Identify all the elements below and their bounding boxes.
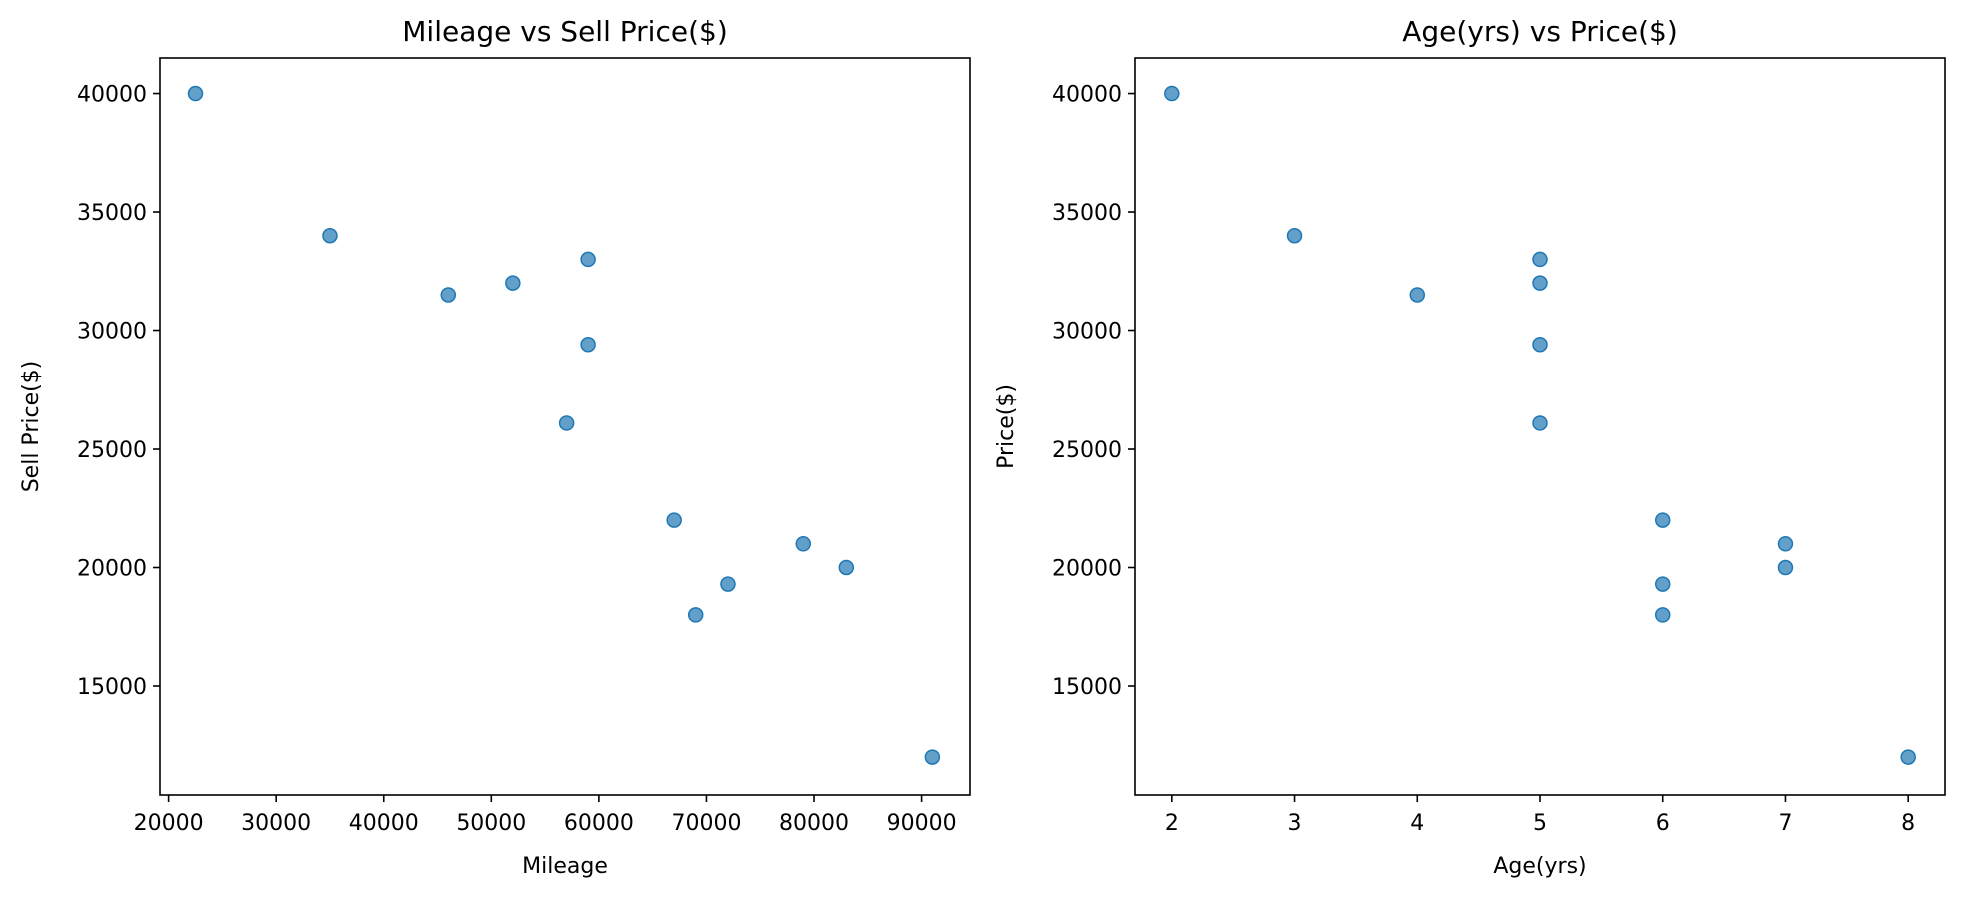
y-tick-label: 40000	[1052, 83, 1122, 108]
x-tick-label: 4	[1410, 811, 1424, 836]
x-axis-label: Age(yrs)	[1493, 854, 1586, 879]
x-tick-label: 30000	[241, 811, 311, 836]
y-tick-label: 35000	[1052, 201, 1122, 226]
y-axis-label: Sell Price($)	[19, 361, 44, 493]
data-point	[1164, 85, 1180, 102]
x-tick-label: 70000	[671, 811, 741, 836]
x-tick-label: 20000	[134, 811, 204, 836]
axes-frame	[159, 57, 971, 796]
data-point	[558, 415, 575, 431]
x-tick-label: 5	[1533, 811, 1547, 836]
data-point	[1900, 749, 1916, 765]
data-point	[1654, 607, 1671, 623]
y-tick-label: 20000	[1052, 557, 1122, 582]
x-tick-label: 2	[1165, 811, 1179, 836]
data-point	[1532, 415, 1548, 431]
y-tick-label: 30000	[77, 320, 147, 345]
data-point	[1532, 275, 1548, 291]
data-point	[1777, 559, 1794, 576]
data-point	[505, 275, 521, 291]
data-point	[580, 251, 596, 268]
y-tick-label: 35000	[77, 201, 147, 226]
data-point	[924, 749, 941, 765]
data-point	[1409, 287, 1426, 303]
data-point	[666, 512, 682, 528]
data-point	[1532, 336, 1548, 353]
x-tick-label: 7	[1778, 811, 1792, 836]
data-point	[795, 536, 812, 552]
y-tick-label: 40000	[77, 83, 147, 108]
x-tick-label: 90000	[887, 811, 957, 836]
x-tick-label: 50000	[456, 811, 526, 836]
data-point	[838, 559, 855, 576]
chart-title: Mileage vs Sell Price($)	[402, 15, 728, 48]
y-tick-label: 15000	[77, 675, 147, 700]
y-axis-label: Price($)	[994, 384, 1019, 469]
data-point	[440, 287, 457, 303]
data-point	[1654, 576, 1671, 592]
x-tick-label: 3	[1288, 811, 1302, 836]
y-tick-label: 25000	[77, 438, 147, 463]
data-point	[322, 227, 338, 244]
x-tick-label: 8	[1901, 811, 1915, 836]
x-tick-label: 6	[1656, 811, 1670, 836]
x-tick-label: 40000	[349, 811, 419, 836]
data-point	[720, 576, 736, 592]
data-point	[1532, 251, 1548, 268]
y-tick-label: 15000	[1052, 675, 1122, 700]
data-point	[1777, 536, 1794, 552]
x-axis-label: Mileage	[522, 854, 608, 879]
data-point	[1286, 227, 1303, 244]
age-vs-price-panel: Age(yrs) vs Price($) Age(yrs) Price($) 2…	[994, 15, 1946, 879]
chart-title: Age(yrs) vs Price($)	[1402, 15, 1678, 48]
y-tick-label: 25000	[1052, 438, 1122, 463]
y-tick-label: 30000	[1052, 320, 1122, 345]
mileage-vs-price-panel: Mileage vs Sell Price($) Mileage Sell Pr…	[19, 15, 971, 879]
y-tick-label: 20000	[77, 557, 147, 582]
data-point	[580, 336, 596, 353]
data-point	[687, 607, 704, 623]
x-tick-label: 80000	[779, 811, 849, 836]
data-point	[1654, 512, 1671, 528]
data-point	[187, 85, 204, 102]
x-tick-label: 60000	[564, 811, 634, 836]
